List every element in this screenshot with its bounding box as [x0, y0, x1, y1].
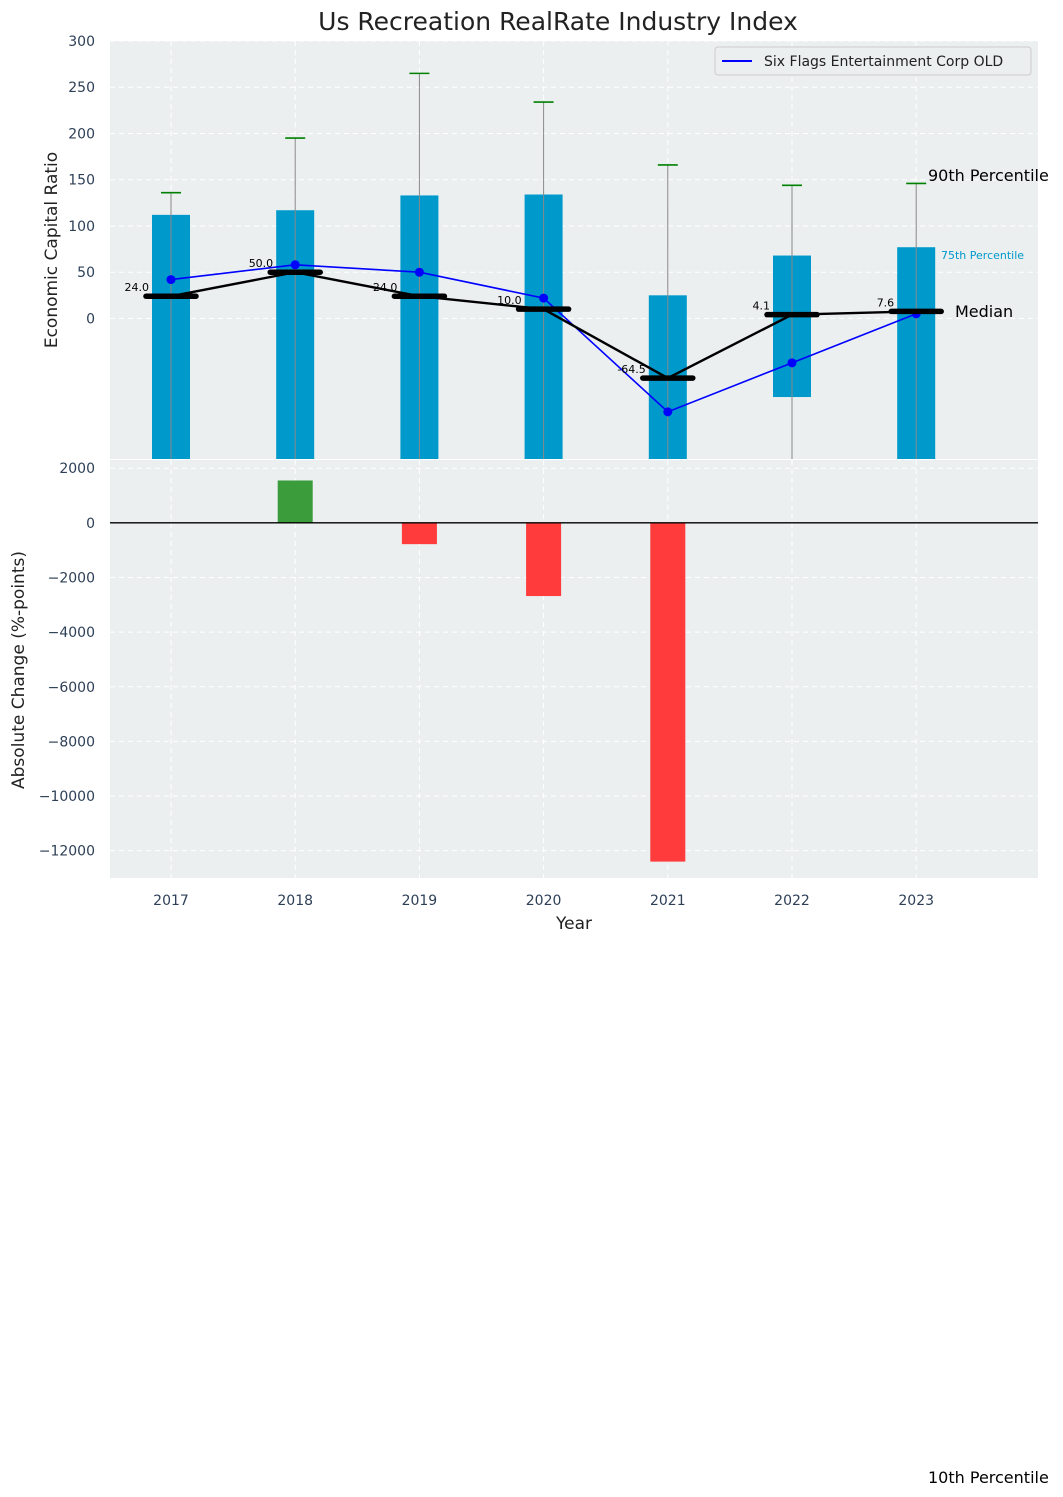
- annotation-median: Median: [955, 302, 1013, 321]
- median-value-label: 7.6: [877, 296, 895, 309]
- bottom-panel-background: [110, 460, 1038, 878]
- median-value-label: 4.1: [753, 300, 771, 313]
- legend-label: Six Flags Entertainment Corp OLD: [764, 54, 1003, 70]
- change-bar: [401, 522, 437, 545]
- company-point: [290, 260, 300, 270]
- top-y-tick-label: 200: [68, 126, 95, 142]
- company-point: [166, 275, 176, 285]
- x-axis-label: Year: [555, 914, 592, 934]
- x-tick-label: 2019: [402, 893, 438, 909]
- x-tick-label: 2023: [898, 893, 934, 909]
- median-value-label: 24.0: [125, 281, 150, 294]
- annotation-75th-percentile: 75th Percentile: [941, 249, 1024, 262]
- top-y-tick-label: 250: [68, 80, 95, 96]
- bottom-y-axis-label: Absolute Change (%-points): [9, 551, 29, 789]
- median-value-label: 24.0: [373, 281, 398, 294]
- change-bar: [526, 522, 562, 597]
- change-bar: [650, 522, 686, 862]
- top-y-tick-label: 300: [68, 34, 95, 50]
- bottom-y-tick-label: −4000: [48, 625, 95, 641]
- median-value-label: 10.0: [497, 294, 522, 307]
- annotation-90th-percentile: 90th Percentile: [928, 166, 1049, 185]
- x-tick-label: 2018: [277, 893, 313, 909]
- x-tick-label: 2021: [650, 893, 686, 909]
- company-point: [663, 407, 673, 417]
- company-point: [539, 293, 549, 303]
- annotation-10th-percentile: 10th Percentile: [928, 1468, 1049, 1487]
- x-tick-label: 2020: [526, 893, 562, 909]
- change-bar: [277, 480, 313, 523]
- company-point: [414, 267, 424, 277]
- chart-title: Us Recreation RealRate Industry Index: [318, 7, 798, 36]
- top-panel-background: [110, 41, 1038, 459]
- top-y-tick-label: 0: [86, 311, 95, 327]
- bottom-y-tick-label: 2000: [59, 461, 95, 477]
- x-tick-label: 2022: [774, 893, 810, 909]
- top-y-tick-label: 50: [77, 265, 95, 281]
- top-y-tick-label: 100: [68, 219, 95, 235]
- bottom-y-tick-label: −6000: [48, 680, 95, 696]
- x-tick-label: 2017: [153, 893, 189, 909]
- top-y-axis-label: Economic Capital Ratio: [42, 152, 62, 348]
- median-value-label: 50.0: [249, 257, 274, 270]
- median-value-label: -64.5: [617, 363, 645, 376]
- bottom-y-tick-label: −8000: [48, 734, 95, 750]
- top-y-tick-label: 150: [68, 173, 95, 189]
- bottom-y-tick-label: −10000: [39, 789, 95, 805]
- bottom-y-tick-label: 0: [86, 516, 95, 532]
- legend: Six Flags Entertainment Corp OLD: [714, 46, 1032, 76]
- bottom-y-tick-label: −12000: [39, 844, 95, 860]
- bottom-y-tick-label: −2000: [48, 570, 95, 586]
- legend-box: [714, 46, 1032, 76]
- company-point: [787, 358, 797, 368]
